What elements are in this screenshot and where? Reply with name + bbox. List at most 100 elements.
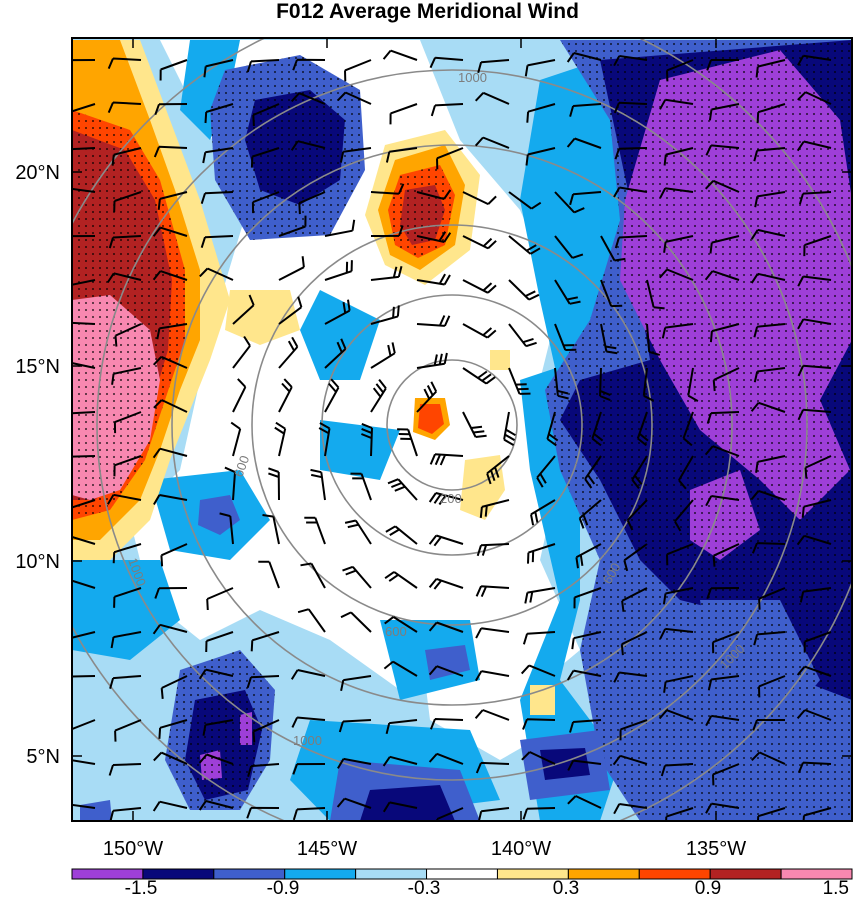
wind-barb <box>107 493 142 505</box>
wind-barb <box>796 709 832 721</box>
y-tick-label: 20°N <box>15 162 60 184</box>
colorbar <box>71 868 853 880</box>
wind-barb <box>797 318 832 330</box>
range-ring <box>96 69 808 781</box>
wind-barb <box>160 675 188 699</box>
wind-barb <box>750 401 786 413</box>
y-tick-label: 15°N <box>15 356 60 378</box>
wind-barb <box>428 665 464 677</box>
wind-barb <box>797 275 832 287</box>
wind-barb <box>370 225 404 237</box>
wind-barb <box>705 144 740 156</box>
wind-barb <box>711 631 740 654</box>
wind-barb <box>626 499 648 531</box>
wind-barb <box>571 631 602 650</box>
wind-barb <box>708 103 740 121</box>
wind-barb <box>384 571 418 589</box>
wind-barb <box>486 455 510 485</box>
wind-barb <box>752 719 785 731</box>
wind-barb <box>262 514 280 545</box>
wind-barb <box>202 719 234 736</box>
y-tick-label: 5°N <box>26 746 60 768</box>
wind-barb <box>658 709 694 721</box>
wind-barb <box>797 54 832 66</box>
wind-barb <box>158 719 188 739</box>
wind-barb <box>112 543 142 564</box>
x-tick-label: 135°W <box>686 838 746 860</box>
wind-barb <box>430 103 464 117</box>
wind-barb <box>198 753 234 765</box>
colorbar-label: -0.3 <box>408 878 441 899</box>
wind-barb <box>159 59 188 81</box>
wind-barb <box>203 59 234 78</box>
ring-label-1000: 1000 <box>293 733 322 748</box>
wind-barb <box>797 364 832 377</box>
wind-barb <box>508 279 540 301</box>
wind-barb <box>230 421 242 457</box>
wind-barb <box>753 631 786 646</box>
wind-barb <box>219 512 234 545</box>
wind-barb <box>751 542 786 554</box>
wind-barb <box>107 101 142 113</box>
wind-barb <box>758 675 786 698</box>
wind-barb <box>436 147 464 170</box>
wind-barb <box>704 445 740 457</box>
wind-barb <box>107 57 142 69</box>
wind-barb <box>72 187 96 193</box>
wind-barb <box>758 587 786 610</box>
wind-barb <box>310 468 326 501</box>
wind-barb <box>476 543 510 557</box>
wind-barb <box>796 534 832 546</box>
wind-barb <box>573 587 602 609</box>
blue-region <box>80 800 112 821</box>
wind-barb <box>72 321 96 325</box>
cyan-region <box>320 420 400 480</box>
wind-barb <box>659 98 694 110</box>
wind-barb <box>204 103 234 124</box>
range-ring <box>386 359 518 491</box>
wind-barb <box>111 367 142 385</box>
wind-barb <box>462 279 497 294</box>
wind-barb <box>200 235 234 248</box>
wind-barb <box>153 399 188 413</box>
wind-barb <box>337 757 372 769</box>
wind-barb <box>428 621 464 633</box>
ring-label-600: 600 <box>231 454 253 480</box>
wind-barb <box>342 565 372 589</box>
field-layer <box>72 38 852 821</box>
wind-barb <box>113 191 142 213</box>
wind-barb <box>569 719 602 733</box>
wind-barb <box>674 499 694 532</box>
wind-barb <box>475 761 510 774</box>
y-axis-ticks <box>72 171 852 757</box>
wind-barb <box>712 763 740 786</box>
wind-barb <box>522 807 556 820</box>
wind-barb <box>153 751 188 765</box>
wind-barb <box>113 411 142 434</box>
wind-barb <box>385 719 418 735</box>
wind-barb <box>554 235 584 259</box>
wind-barb <box>232 378 247 413</box>
wind-barb <box>154 103 188 116</box>
wind-barb <box>382 801 418 813</box>
wind-barb <box>429 453 464 466</box>
wind-barb <box>796 140 832 152</box>
wind-barb <box>154 587 188 599</box>
wind-barb <box>662 587 694 605</box>
x-tick-label: 145°W <box>297 838 357 860</box>
wind-barb <box>525 147 556 166</box>
wind-barb <box>474 91 510 105</box>
wind-barb <box>416 315 451 327</box>
wind-barb <box>462 191 497 206</box>
wind-barb <box>72 719 96 731</box>
map-title: F012 Average Meridional Wind <box>276 0 579 23</box>
wind-barb <box>705 714 740 727</box>
wind-barb <box>292 763 326 775</box>
wind-barb <box>612 754 648 766</box>
wind-barb <box>340 675 372 692</box>
wind-barb <box>232 294 255 325</box>
wind-barb <box>524 59 556 77</box>
wind-barb <box>72 759 96 765</box>
wind-barb <box>646 323 661 356</box>
wind-barb <box>298 191 326 215</box>
